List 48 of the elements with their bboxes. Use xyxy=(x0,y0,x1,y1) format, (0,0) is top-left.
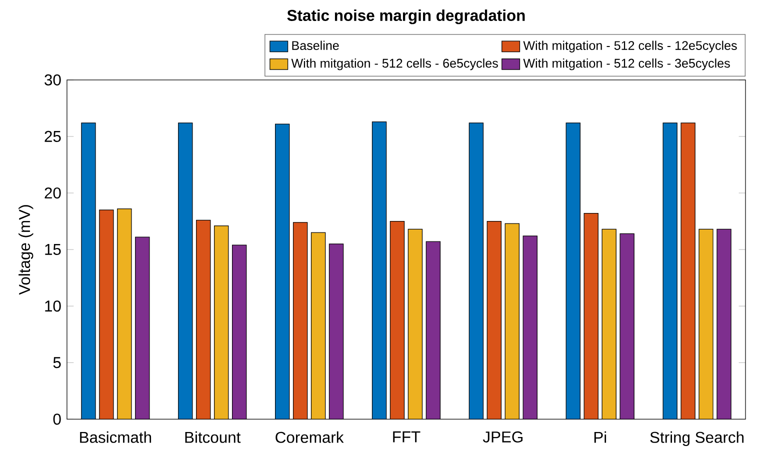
bar xyxy=(232,244,247,420)
bar xyxy=(486,221,502,420)
y-tick-label: 20 xyxy=(44,188,61,199)
y-axis-title: Voltage (mV) xyxy=(18,205,34,295)
x-tick-label: Coremark xyxy=(276,432,344,444)
y-tick-label: 10 xyxy=(45,300,61,312)
bar xyxy=(372,122,387,420)
bar xyxy=(716,228,732,420)
x-tick-label: String Search xyxy=(650,432,744,446)
x-tick-label: JPEG xyxy=(482,432,523,443)
bar xyxy=(196,220,211,420)
bar xyxy=(117,208,132,420)
bar xyxy=(328,244,344,420)
bar xyxy=(680,122,696,420)
bar xyxy=(468,122,484,420)
bar xyxy=(390,221,405,420)
bar xyxy=(522,236,538,420)
bar xyxy=(81,122,96,420)
bar xyxy=(135,236,150,420)
y-tick-label: 0 xyxy=(53,414,61,425)
legend-label: With mitgation - 512 cells - 3e5cycles xyxy=(523,58,730,70)
bar xyxy=(566,122,580,420)
x-tick-label: FFT xyxy=(393,432,420,442)
y-tick-label: 15 xyxy=(45,244,61,256)
bar xyxy=(602,228,616,420)
legend-label: With mitgation - 512 cells - 6e5cycles xyxy=(291,58,498,70)
bar xyxy=(292,222,308,420)
chart-title: Static noise margin degradation xyxy=(287,10,525,24)
bar xyxy=(408,228,423,420)
bar xyxy=(214,226,229,420)
bar xyxy=(662,122,678,420)
bar xyxy=(275,124,290,420)
bar xyxy=(620,233,634,420)
y-tick-label: 30 xyxy=(44,74,61,86)
legend-label: With mitgation - 512 cells - 12e5cycles xyxy=(523,40,737,53)
bar xyxy=(698,228,714,420)
x-tick-label: Bitcount xyxy=(185,432,241,444)
y-tick-label: 25 xyxy=(44,130,61,142)
bar xyxy=(426,241,441,420)
bar xyxy=(178,122,193,420)
bar xyxy=(584,213,598,420)
legend-label: Baseline xyxy=(292,40,339,50)
bar xyxy=(504,223,520,420)
bar xyxy=(310,232,326,420)
x-tick-label: Pi xyxy=(594,432,606,443)
y-tick-label: 5 xyxy=(53,357,61,368)
x-tick-label: Basicmath xyxy=(80,432,152,444)
bar xyxy=(99,210,114,420)
